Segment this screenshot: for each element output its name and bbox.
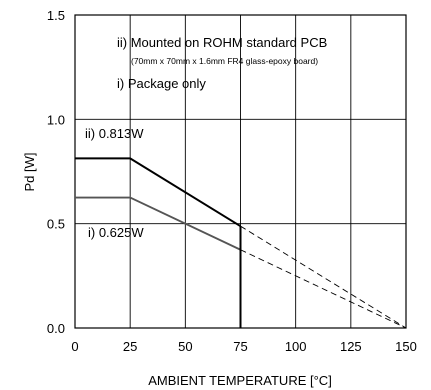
x-tick-label: 0 bbox=[71, 339, 78, 354]
tick-labels: 0 25 50 75 100 125 150 0.0 0.5 1.0 1.5 bbox=[47, 8, 417, 354]
x-tick-label: 150 bbox=[395, 339, 417, 354]
x-tick-label: 100 bbox=[285, 339, 307, 354]
series-dashed-1 bbox=[240, 249, 407, 329]
series-label-ii: ii) 0.813W bbox=[85, 126, 144, 141]
x-axis-label: AMBIENT TEMPERATURE [°C] bbox=[148, 373, 332, 388]
x-tick-label: 25 bbox=[123, 339, 137, 354]
y-tick-label: 0.5 bbox=[47, 217, 65, 232]
y-tick-label: 1.5 bbox=[47, 8, 65, 23]
y-tick-label: 1.0 bbox=[47, 112, 65, 127]
y-axis-label: Pd [W] bbox=[22, 152, 37, 191]
x-tick-label: 75 bbox=[233, 339, 247, 354]
series-dashed-0 bbox=[240, 225, 407, 329]
series-label-i: i) 0.625W bbox=[88, 225, 144, 240]
series-line-0 bbox=[75, 157, 242, 228]
x-tick-label: 125 bbox=[340, 339, 362, 354]
y-tick-label: 0.0 bbox=[47, 321, 65, 336]
series-layer bbox=[75, 157, 407, 329]
legend-line-3: i) Package only bbox=[117, 76, 206, 91]
legend-line-2: (70mm x 70mm x 1.6mm FR4 glass-epoxy boa… bbox=[131, 56, 318, 66]
x-tick-label: 50 bbox=[178, 339, 192, 354]
grid bbox=[75, 15, 406, 328]
legend-line-1: ii) Mounted on ROHM standard PCB bbox=[117, 35, 327, 50]
series-line-1 bbox=[75, 196, 241, 251]
